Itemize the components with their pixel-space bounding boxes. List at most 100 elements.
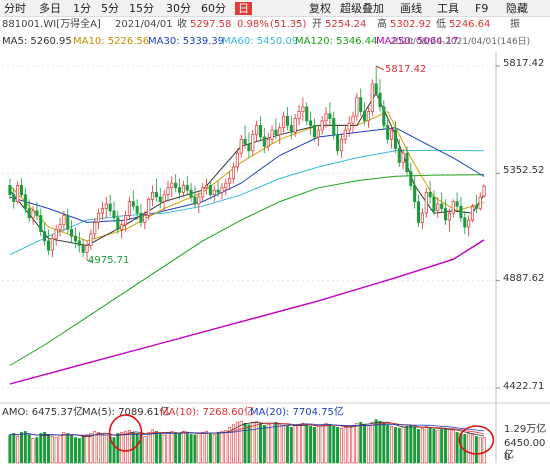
candle-body <box>193 196 197 205</box>
price-tick-low: 4422.71 <box>503 381 545 392</box>
volume-bar <box>27 434 31 464</box>
menu-overlay[interactable]: 超级叠加 <box>340 2 384 15</box>
tab-30min[interactable]: 30分 <box>166 2 191 15</box>
volume-bar <box>185 432 189 464</box>
candle-body <box>274 129 278 136</box>
volume-bar <box>378 420 382 464</box>
tab-daily[interactable]: 日 <box>235 2 252 15</box>
candle-body <box>66 215 70 230</box>
low-value: 5246.64 <box>449 19 491 30</box>
volume-bar <box>151 429 155 464</box>
candle-body <box>447 212 451 221</box>
volume-bar <box>285 425 289 464</box>
tab-multiday[interactable]: 多日 <box>39 2 61 15</box>
candle-body <box>27 208 31 219</box>
candle-body <box>401 152 405 163</box>
volume-bar <box>471 434 475 464</box>
volume-bar <box>205 431 209 464</box>
candle-body <box>35 210 39 216</box>
candle-body <box>239 138 243 154</box>
tab-intraday[interactable]: 分时 <box>4 2 26 15</box>
volume-bar <box>332 425 336 464</box>
volume-bar <box>390 425 394 464</box>
ma250-legend: MA250: 5064.17 <box>376 36 459 47</box>
volume-bar <box>77 438 81 464</box>
candle-body <box>251 134 255 152</box>
volume-bar <box>374 419 378 464</box>
ma60-legend: MA60: 5450.09 <box>222 36 299 47</box>
candle-body <box>97 212 101 223</box>
volume-bar <box>35 437 39 464</box>
volume-bar <box>224 430 228 464</box>
candle-body <box>297 111 301 119</box>
ma120-line <box>9 174 485 366</box>
menu-draw[interactable]: 画线 <box>400 2 422 15</box>
volume-bar <box>255 420 259 464</box>
candle-body <box>366 111 370 122</box>
volume-bar <box>274 421 278 464</box>
symbol-label[interactable]: 881001.WI[万得全A] <box>2 19 101 30</box>
amplitude-label: 振 <box>510 19 520 30</box>
volume-bar <box>397 428 401 464</box>
candle-body <box>54 228 58 239</box>
volume-bar <box>124 431 128 464</box>
volume-bar <box>347 425 351 464</box>
candle-body <box>382 106 386 126</box>
candle-body <box>343 129 347 140</box>
candle-body <box>262 136 266 147</box>
candle-body <box>12 194 16 202</box>
menu-adjust[interactable]: 复权 <box>309 2 331 15</box>
candle-body <box>46 240 51 251</box>
candle-body <box>312 125 317 138</box>
volume-bar <box>447 429 451 464</box>
low-marker <box>86 259 94 263</box>
tab-15min[interactable]: 15分 <box>129 2 154 15</box>
volume-bar <box>239 420 243 464</box>
menu-hide[interactable]: 隐藏 <box>506 2 528 15</box>
tab-5min[interactable]: 5分 <box>101 2 119 15</box>
candle-body <box>108 203 112 212</box>
volume-bar <box>405 425 409 464</box>
candle-body <box>378 92 382 108</box>
tab-60min[interactable]: 60分 <box>201 2 226 15</box>
volume-bar <box>39 433 43 464</box>
candle-body <box>143 215 147 223</box>
candle-body <box>243 138 247 145</box>
price-tick-high: 5817.42 <box>503 58 545 69</box>
volume-bar <box>413 426 417 464</box>
volume-bar <box>455 432 459 464</box>
amo-ma20: MA(20): 7704.75亿 <box>250 407 344 418</box>
candle-body <box>177 187 182 193</box>
candle-body <box>359 97 363 112</box>
candle-body <box>73 235 78 242</box>
close-value: 5297.58 <box>190 19 232 30</box>
volume-bar <box>247 424 251 464</box>
volume-bar <box>328 423 332 464</box>
ma120-legend: MA120: 5346.44 <box>295 36 378 47</box>
candle-body <box>31 210 35 219</box>
candle-body <box>355 97 359 117</box>
volume-ma-line <box>9 423 485 436</box>
volume-bar <box>251 421 255 464</box>
candle-body <box>85 245 89 253</box>
tab-1min[interactable]: 1分 <box>73 2 91 15</box>
candle-body <box>293 118 297 133</box>
candle-body <box>116 217 120 230</box>
candle-body <box>328 113 332 119</box>
low-annotation: 4975.71 <box>88 255 130 266</box>
candle-body <box>185 185 189 191</box>
menu-f9[interactable]: F9 <box>475 2 489 15</box>
candle-body <box>258 125 263 138</box>
amo-ma5: MA(5): 7089.61亿 <box>82 407 170 418</box>
volume-bar <box>31 438 35 464</box>
candle-body <box>339 138 343 152</box>
candle-body <box>374 83 378 94</box>
menu-tools[interactable]: 工具 <box>437 2 459 15</box>
volume-bar <box>19 432 23 464</box>
candle-body <box>104 203 108 209</box>
ma-legend: MA5: 5260.95 MA10: 5226.56 MA30: 5339.39… <box>0 34 550 50</box>
candle-body <box>316 129 320 138</box>
candle-body <box>351 115 355 124</box>
candle-body <box>93 222 97 235</box>
